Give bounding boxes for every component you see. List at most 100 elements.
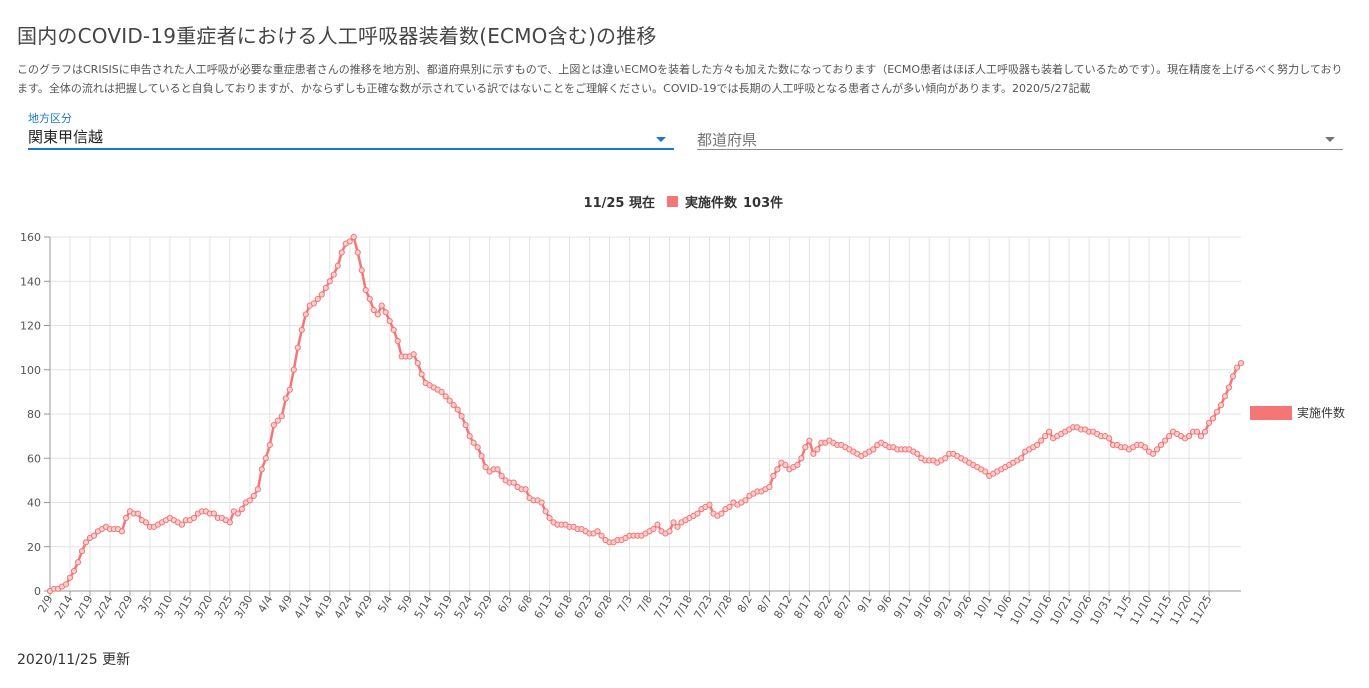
region-select[interactable]: 地方区分 関東甲信越 — [28, 110, 674, 150]
data-point — [478, 452, 485, 460]
x-tick-label: 4/24 — [332, 593, 356, 621]
x-tick-label: 5/24 — [452, 593, 476, 621]
data-point — [770, 472, 777, 480]
chart-header-series-label: 実施件数 — [685, 195, 738, 211]
data-point — [470, 439, 477, 446]
data-point — [674, 523, 681, 530]
data-point — [726, 503, 733, 511]
legend-swatch — [1250, 406, 1292, 420]
data-point — [1193, 428, 1201, 435]
x-tick-label: 8/27 — [831, 593, 855, 621]
data-point — [1046, 428, 1053, 435]
data-point — [694, 510, 701, 517]
data-point — [1229, 373, 1237, 380]
chart-header-total: 103件 — [743, 195, 783, 211]
data-point — [390, 326, 397, 334]
data-point — [290, 366, 297, 373]
data-point — [1034, 441, 1041, 449]
data-point — [250, 492, 257, 499]
x-tick-label: 2/24 — [92, 593, 116, 621]
data-point — [410, 351, 417, 358]
data-point — [122, 514, 130, 522]
data-point — [334, 262, 341, 269]
data-point — [178, 521, 185, 528]
data-point — [354, 249, 361, 256]
chart-header-date: 11/25 現在 — [584, 195, 655, 211]
data-point — [302, 311, 309, 318]
data-point — [362, 287, 369, 294]
dropdown-arrow-icon — [656, 137, 666, 142]
data-point — [718, 510, 725, 517]
data-point — [1213, 408, 1221, 415]
data-point — [774, 466, 781, 473]
data-point — [266, 441, 273, 449]
data-point — [322, 284, 329, 291]
x-tick-label: 3/15 — [172, 593, 196, 621]
data-point — [298, 326, 305, 334]
prefecture-select[interactable]: 都道府県 — [697, 110, 1343, 150]
data-point — [802, 444, 809, 451]
data-point — [982, 468, 989, 475]
data-point — [394, 337, 401, 345]
dropdown-arrow-icon — [1325, 137, 1335, 142]
data-point — [542, 508, 549, 515]
data-point — [338, 249, 345, 256]
data-point — [546, 514, 553, 522]
data-point — [70, 567, 78, 575]
x-tick-label: 5/14 — [412, 593, 436, 621]
data-point — [246, 497, 253, 504]
data-point — [870, 446, 877, 453]
x-tick-label: 6/13 — [532, 593, 556, 621]
data-point — [446, 397, 453, 404]
x-tick-label: 9/1 — [855, 593, 875, 615]
x-tick-label: 5/29 — [472, 593, 496, 621]
data-point — [118, 528, 126, 535]
data-point — [654, 521, 661, 528]
data-point — [310, 300, 317, 307]
data-point — [1217, 402, 1225, 409]
data-point — [258, 466, 265, 473]
data-point — [62, 581, 70, 588]
data-point — [438, 388, 445, 395]
data-point — [1042, 433, 1049, 440]
data-point — [234, 510, 241, 517]
x-tick-label: 4/29 — [352, 593, 376, 621]
data-point — [210, 510, 217, 517]
data-point — [190, 514, 197, 522]
data-point — [134, 510, 142, 517]
data-point — [474, 444, 481, 451]
x-tick-label: 6/3 — [495, 593, 515, 615]
prefecture-select-placeholder: 都道府県 — [697, 131, 758, 149]
data-point — [314, 295, 321, 303]
data-point — [494, 466, 501, 473]
data-point — [1225, 384, 1233, 391]
data-point — [1233, 364, 1241, 371]
x-tick-label: 2/29 — [112, 593, 136, 621]
data-point — [538, 499, 545, 506]
data-point — [90, 532, 98, 539]
x-tick-label: 6/23 — [572, 593, 596, 621]
data-point — [1237, 360, 1245, 367]
x-tick-label: 7/13 — [651, 593, 675, 621]
data-point — [598, 532, 605, 539]
data-point — [810, 450, 817, 457]
x-tick-label: 4/14 — [292, 593, 316, 621]
x-tick-label: 9/21 — [931, 593, 955, 621]
x-tick-label: 9/16 — [911, 593, 935, 621]
data-point — [418, 371, 425, 378]
data-point — [594, 528, 601, 535]
data-point — [382, 309, 389, 316]
data-point — [142, 519, 150, 526]
x-tick-label: 5/4 — [375, 593, 395, 615]
y-tick-label: 80 — [27, 408, 41, 421]
data-point — [782, 461, 789, 468]
x-tick-label: 8/17 — [791, 593, 815, 621]
data-point — [766, 483, 773, 491]
data-point — [1141, 444, 1149, 451]
x-tick-label: 10/1 — [971, 593, 995, 621]
data-point — [330, 271, 337, 278]
x-tick-label: 4/4 — [255, 593, 275, 615]
data-point — [914, 450, 921, 457]
y-tick-label: 120 — [20, 320, 41, 333]
data-point — [742, 497, 749, 504]
